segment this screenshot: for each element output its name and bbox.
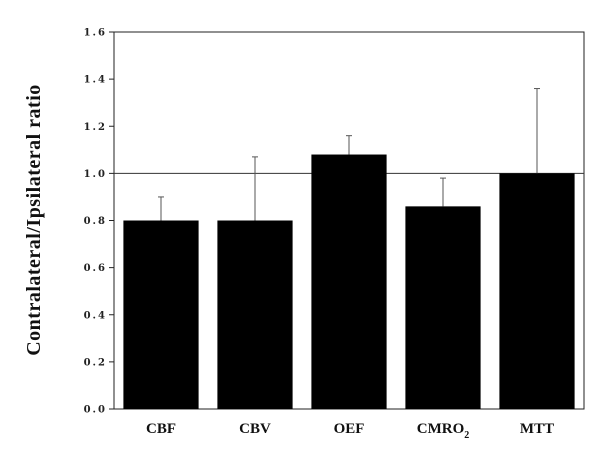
bar-cbv [217,220,293,409]
y-tick-label: 0.8 [84,216,107,227]
y-tick-label: 1.2 [84,122,107,133]
x-tick-label: CMRO2 [417,421,470,441]
bar-oef [311,154,387,409]
y-axis-title: Contralateral/Ipsilateral ratio [23,84,45,356]
y-tick-label: 0.4 [84,310,107,321]
x-tick-label: CBV [239,421,271,437]
bar-mtt [499,173,575,409]
x-tick-label: OEF [334,421,365,437]
y-tick-label: 0.2 [84,357,107,368]
y-tick-label: 1.4 [84,75,107,86]
y-tick-label: 0.0 [84,405,107,416]
bar-cmro [405,206,481,409]
x-tick-label: MTT [520,421,554,437]
bar-cbf [123,220,199,409]
x-tick-label: CBF [146,421,176,437]
y-tick-label: 1.0 [84,169,107,180]
y-tick-label: 1.6 [84,28,107,39]
y-tick-label: 0.6 [84,263,107,274]
